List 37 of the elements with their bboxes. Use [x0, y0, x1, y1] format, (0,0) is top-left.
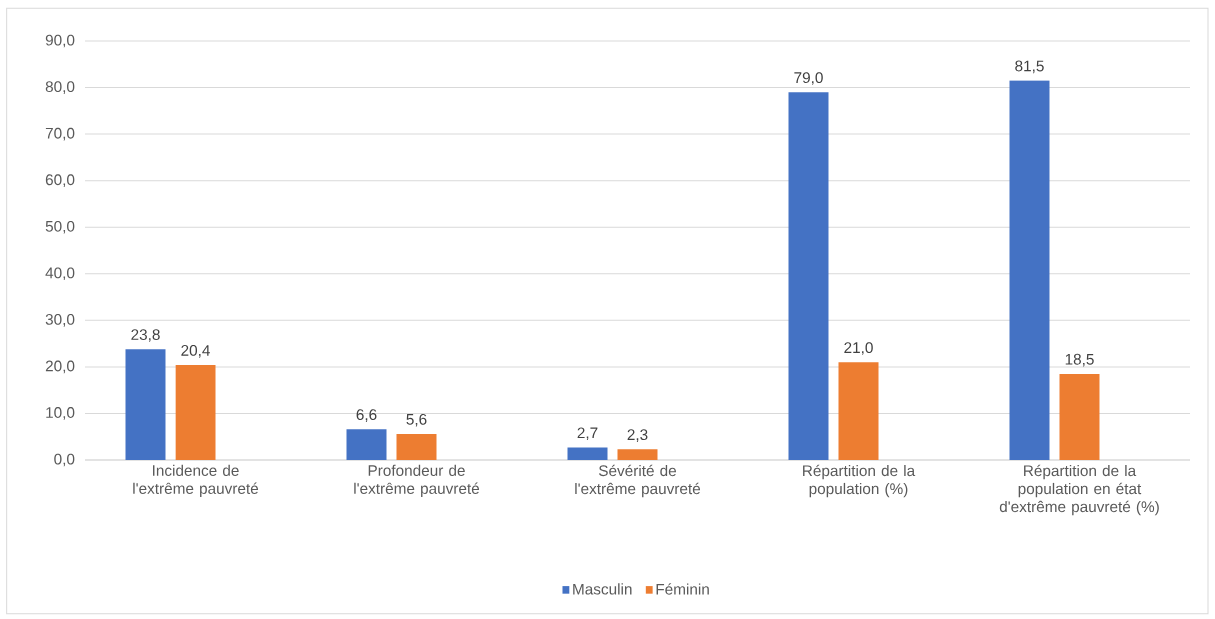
y-tick-label: 70,0 — [45, 127, 75, 141]
legend-label: Féminin — [656, 583, 709, 595]
data-label: 2,3 — [627, 429, 648, 442]
y-tick-label: 90,0 — [45, 34, 75, 48]
bar — [567, 447, 608, 460]
data-label: 6,6 — [356, 409, 377, 422]
data-label: 79,0 — [794, 72, 823, 85]
y-tick-label: 20,0 — [45, 360, 75, 374]
data-label: 23,8 — [131, 329, 160, 342]
x-tick-label: Profondeur de l'extrême pauvreté — [354, 464, 480, 497]
bar — [838, 362, 879, 460]
bar — [125, 349, 166, 460]
x-tick-label: Répartition de la population (%) — [803, 464, 916, 498]
bar — [1009, 80, 1050, 460]
y-tick-label: 10,0 — [46, 407, 75, 420]
bar — [346, 429, 387, 460]
data-label: 2,7 — [577, 427, 598, 441]
y-tick-label: 0,0 — [54, 453, 75, 467]
bar — [175, 365, 216, 460]
y-tick-label: 50,0 — [45, 220, 75, 234]
data-label: 81,5 — [1015, 60, 1044, 74]
x-tick-label: Sévérité de l'extrême pauvreté — [575, 464, 701, 498]
bar — [1059, 373, 1100, 460]
y-tick-label: 30,0 — [45, 314, 75, 327]
data-label: 18,5 — [1065, 353, 1094, 367]
x-tick-label: Répartition de la population en état d'extrême pauvreté (%) — [999, 464, 1159, 516]
y-tick-label: 80,0 — [45, 81, 75, 94]
bar — [617, 449, 658, 460]
legend-label: Masculin — [573, 583, 632, 595]
data-label: 20,4 — [181, 344, 210, 358]
bar — [788, 92, 829, 460]
data-label: 5,6 — [406, 413, 427, 427]
x-tick-label: Incidence de l'extrême pauvreté — [133, 464, 259, 497]
y-tick-label: 40,0 — [45, 267, 75, 281]
bar — [396, 433, 437, 460]
y-tick-label: 60,0 — [45, 174, 75, 188]
data-label: 21,0 — [844, 342, 873, 355]
